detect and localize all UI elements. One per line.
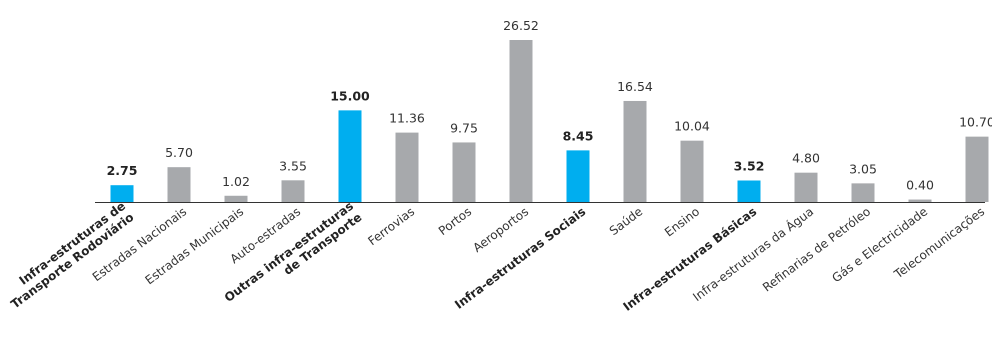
bar-value-label: 5.70	[165, 145, 193, 160]
bar	[680, 140, 704, 202]
category-label-line: Ferrovias	[365, 204, 417, 248]
bar-value-label: 15.00	[330, 88, 370, 103]
category-label-line: Refinarias de Petróleo	[760, 204, 873, 294]
bar-value-label: 26.52	[503, 18, 539, 33]
bar-value-label: 2.75	[107, 163, 138, 178]
bar-value-label: 11.36	[389, 111, 425, 126]
bar	[452, 142, 476, 202]
category-label-line: Infra-estruturas de	[17, 199, 128, 288]
bar	[623, 100, 647, 202]
category-label: Ferrovias	[365, 204, 417, 248]
bar-value-label: 0.40	[906, 178, 934, 193]
bar-value-label: 3.52	[734, 158, 765, 173]
bar	[509, 40, 533, 202]
category-label-line: Saúde	[607, 204, 645, 238]
category-label-line: Gás e Electricidade	[829, 204, 930, 285]
bar-value-label: 16.54	[617, 79, 653, 94]
bar-value-label: 4.80	[792, 151, 820, 166]
category-label-line: Ensino	[662, 204, 702, 239]
bar	[338, 110, 362, 202]
bar	[281, 180, 305, 202]
category-label-line: Portos	[436, 204, 474, 238]
bar	[908, 199, 932, 202]
category-label: Portos	[436, 204, 474, 238]
category-label: Ensino	[662, 204, 702, 239]
category-labels-group: Infra-estruturas deTransporte Rodoviário…	[8, 199, 987, 314]
bar	[566, 150, 590, 202]
bar-value-label: 10.04	[674, 119, 710, 134]
category-label-line: Estradas Municipais	[143, 204, 247, 287]
bar-value-label: 8.45	[563, 128, 594, 143]
bar	[794, 172, 818, 202]
bar-value-label: 3.55	[279, 158, 307, 173]
bar-value-label: 10.70	[959, 115, 992, 130]
bar	[110, 185, 134, 202]
bar	[851, 183, 875, 202]
bar	[395, 132, 419, 202]
bar	[965, 136, 989, 202]
bar-value-label: 9.75	[450, 120, 478, 135]
bars-group	[110, 40, 989, 202]
bar-value-label: 3.05	[849, 161, 877, 176]
category-label: Refinarias de Petróleo	[760, 204, 873, 294]
bar	[224, 195, 248, 202]
category-label: Gás e Electricidade	[829, 204, 930, 285]
value-labels-group: 2.75 5.70 1.02 3.55 15.00 11.36 9.75 26.52 8.45 1…	[107, 18, 992, 193]
category-label: Estradas Municipais	[143, 204, 247, 287]
category-label: Saúde	[607, 204, 645, 238]
bar	[167, 167, 191, 202]
bar-value-label: 1.02	[222, 174, 250, 189]
bar	[737, 180, 761, 202]
